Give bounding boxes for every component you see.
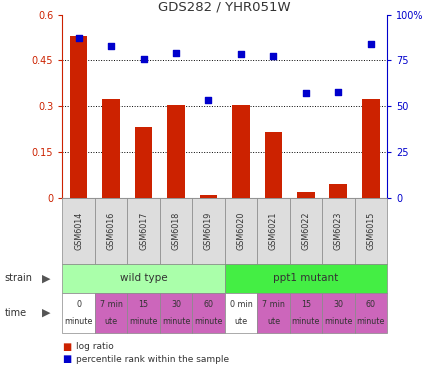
Bar <box>192 198 225 264</box>
Point <box>108 43 115 49</box>
Text: minute: minute <box>65 317 93 326</box>
Text: GSM6017: GSM6017 <box>139 212 148 250</box>
Text: minute: minute <box>357 317 385 326</box>
Text: ▶: ▶ <box>42 273 51 283</box>
Text: GSM6018: GSM6018 <box>171 212 181 250</box>
Point <box>173 50 180 56</box>
Text: GSM6021: GSM6021 <box>269 212 278 250</box>
Bar <box>62 293 95 333</box>
Text: ppt1 mutant: ppt1 mutant <box>273 273 339 283</box>
Text: ute: ute <box>105 317 117 326</box>
Bar <box>160 293 192 333</box>
Bar <box>167 105 185 198</box>
Point <box>335 89 342 95</box>
Text: minute: minute <box>194 317 222 326</box>
Text: 60: 60 <box>366 300 376 309</box>
Text: 7 min: 7 min <box>262 300 285 309</box>
Text: 15: 15 <box>301 300 311 309</box>
Bar <box>69 36 88 198</box>
Bar <box>257 293 290 333</box>
Text: time: time <box>4 308 27 318</box>
Bar <box>160 198 192 264</box>
Text: GSM6016: GSM6016 <box>106 212 116 250</box>
Text: log ratio: log ratio <box>76 343 113 351</box>
Text: GSM6020: GSM6020 <box>236 212 246 250</box>
Bar <box>95 198 127 264</box>
Text: minute: minute <box>292 317 320 326</box>
Bar <box>322 198 355 264</box>
Text: ▶: ▶ <box>42 308 51 318</box>
Bar <box>127 198 160 264</box>
Text: GSM6022: GSM6022 <box>301 211 311 250</box>
Bar <box>102 98 120 198</box>
Bar <box>297 191 315 198</box>
Text: ■: ■ <box>62 342 72 352</box>
Bar <box>322 293 355 333</box>
Text: strain: strain <box>4 273 32 283</box>
Bar <box>225 264 387 293</box>
Text: percentile rank within the sample: percentile rank within the sample <box>76 355 229 364</box>
Bar <box>257 198 290 264</box>
Text: 15: 15 <box>138 300 149 309</box>
Text: GSM6019: GSM6019 <box>204 212 213 250</box>
Text: 7 min: 7 min <box>100 300 122 309</box>
Point <box>75 34 82 40</box>
Bar <box>355 293 387 333</box>
Bar <box>199 195 218 198</box>
Point <box>205 97 212 103</box>
Text: GSM6023: GSM6023 <box>334 212 343 250</box>
Text: minute: minute <box>129 317 158 326</box>
Text: ■: ■ <box>62 354 72 365</box>
Text: 0 min: 0 min <box>230 300 252 309</box>
Point <box>368 41 375 47</box>
Bar <box>290 198 322 264</box>
Bar <box>192 293 225 333</box>
Text: ute: ute <box>235 317 247 326</box>
Bar <box>329 184 348 198</box>
Bar <box>362 98 380 198</box>
Bar <box>290 293 322 333</box>
Text: ute: ute <box>267 317 280 326</box>
Text: GSM6014: GSM6014 <box>74 212 83 250</box>
Bar <box>264 132 283 198</box>
Text: 60: 60 <box>203 300 214 309</box>
Bar <box>225 198 257 264</box>
Text: wild type: wild type <box>120 273 167 283</box>
Bar <box>355 198 387 264</box>
Bar <box>134 127 153 198</box>
Text: 0: 0 <box>76 300 81 309</box>
Text: minute: minute <box>162 317 190 326</box>
Bar <box>225 293 257 333</box>
Point <box>140 56 147 61</box>
Bar <box>62 264 225 293</box>
Text: 30: 30 <box>171 300 181 309</box>
Point <box>303 90 310 96</box>
Text: 30: 30 <box>333 300 344 309</box>
Title: GDS282 / YHR051W: GDS282 / YHR051W <box>158 0 291 14</box>
Bar <box>62 198 95 264</box>
Bar <box>232 105 250 198</box>
Bar <box>127 293 160 333</box>
Point <box>238 51 245 57</box>
Text: minute: minute <box>324 317 352 326</box>
Text: GSM6015: GSM6015 <box>366 212 376 250</box>
Bar <box>95 293 127 333</box>
Point <box>270 53 277 59</box>
